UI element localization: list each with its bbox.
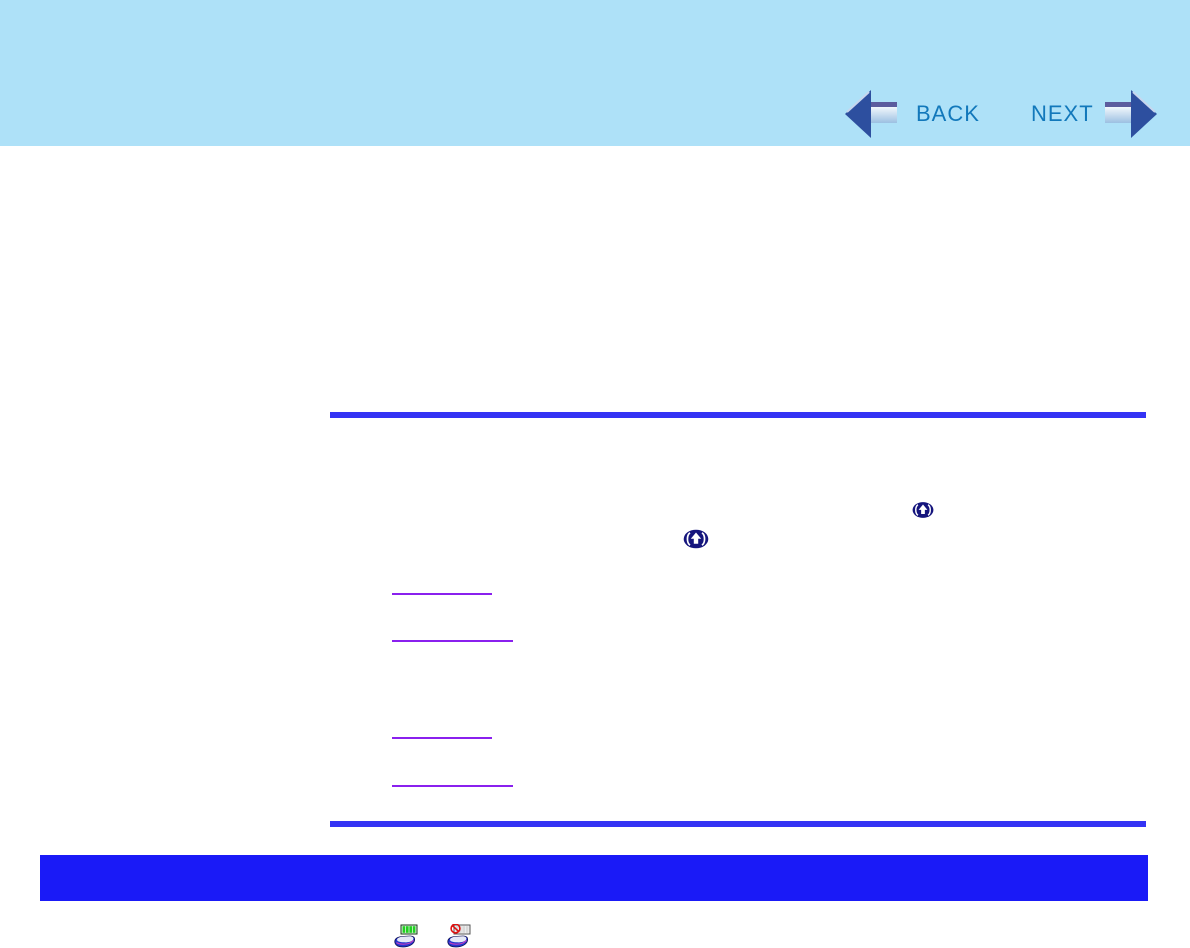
section-rule-top — [330, 412, 1146, 418]
header-band: BACK NEXT — [0, 0, 1190, 146]
next-label: NEXT — [1031, 101, 1094, 126]
text-link[interactable] — [392, 722, 492, 739]
text-link[interactable] — [392, 625, 513, 642]
battery-charge-icon — [394, 924, 418, 948]
next-button[interactable]: NEXT — [1031, 88, 1159, 140]
text-link[interactable] — [392, 578, 492, 595]
top-of-page-icon[interactable] — [683, 529, 709, 549]
section-rule-bottom — [330, 821, 1146, 827]
back-arrow-icon — [845, 90, 897, 138]
back-button[interactable]: BACK — [843, 88, 980, 140]
text-link[interactable] — [392, 770, 513, 787]
section-banner — [40, 855, 1148, 901]
top-of-page-icon[interactable] — [912, 501, 934, 519]
battery-not-installed-icon — [447, 924, 471, 948]
next-arrow-icon — [1104, 90, 1157, 138]
back-label: BACK — [916, 101, 980, 126]
